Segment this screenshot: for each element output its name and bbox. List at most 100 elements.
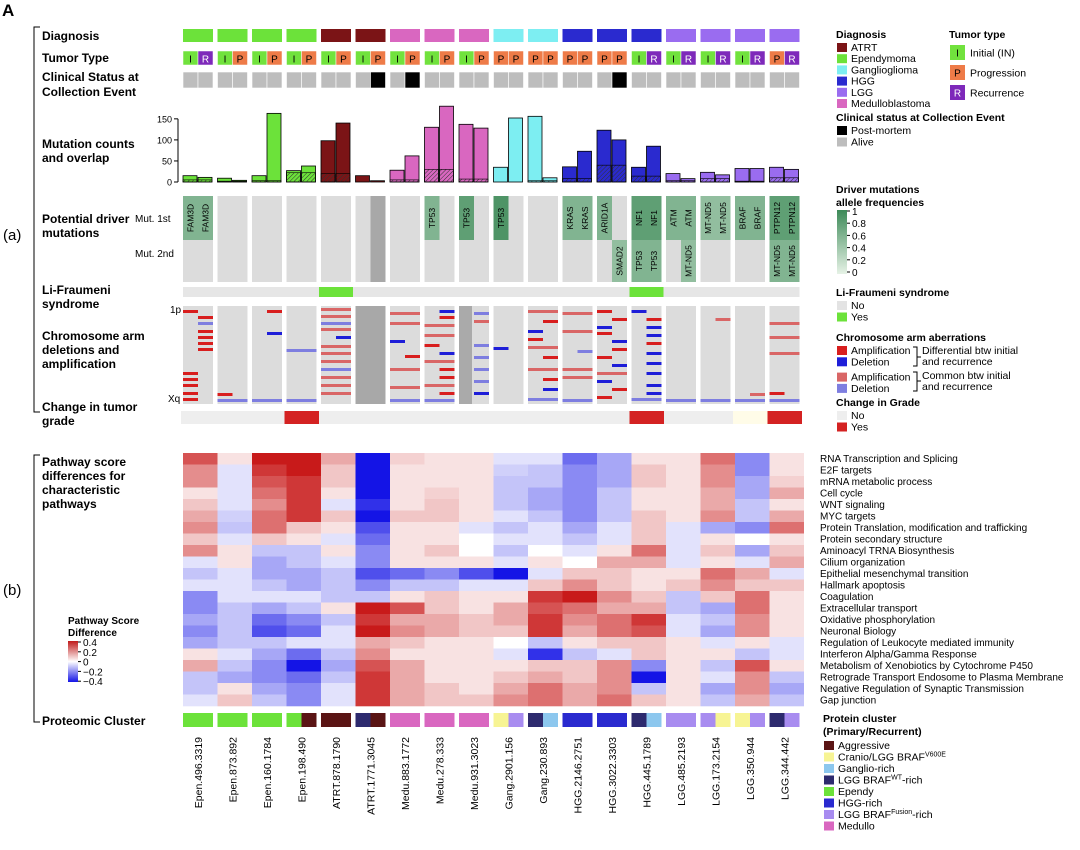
heatmap-cell <box>735 614 770 626</box>
heatmap-cell <box>390 556 425 569</box>
heatmap-cell <box>390 579 425 592</box>
heatmap-cell <box>769 453 804 465</box>
heatmap-cell <box>355 683 390 695</box>
heatmap-cell <box>769 625 804 638</box>
proteomic-cluster-cell <box>750 713 765 727</box>
legend-chrom-label: Amplification <box>851 345 911 357</box>
proteomic-cluster-cell <box>183 713 198 727</box>
tumor-type-letter: I <box>396 55 399 66</box>
heatmap-cell <box>321 487 356 500</box>
legend-tumor-label: Initial (IN) <box>970 48 1015 60</box>
heatmap-cell <box>286 487 321 500</box>
heatmap-cell <box>597 499 632 511</box>
heatmap-cell <box>424 637 459 649</box>
heatmap-cell <box>321 637 356 649</box>
heatmap-cell <box>183 625 218 638</box>
driver-track-bg <box>390 196 420 282</box>
heatmap-cell <box>562 533 597 546</box>
chrom-aberration-mark <box>631 398 662 401</box>
heatmap-cell <box>321 694 356 707</box>
chrom-aberration-mark <box>390 340 405 343</box>
heatmap-cell <box>183 453 218 465</box>
heatmap-cell <box>631 464 666 477</box>
heatmap-cell <box>217 683 252 695</box>
chrom-aberration-mark <box>321 360 351 363</box>
heatmap-cell <box>769 614 804 626</box>
heatmap-cell <box>286 476 321 488</box>
label-mut-2: and overlap <box>42 151 109 165</box>
heatmap-cell <box>597 568 632 580</box>
heatmap-cell <box>493 694 528 707</box>
driver-gene-1st: BRAF <box>738 207 748 230</box>
driver-gene-1st: ATM <box>669 209 679 226</box>
heatmap-cell <box>390 602 425 615</box>
label-chrom-2: deletions and <box>42 343 119 357</box>
chrom-track-shade <box>459 306 472 404</box>
legend-diagnosis-swatch <box>837 65 847 75</box>
heatmap-cell <box>666 533 701 546</box>
pathway-label: Neuronal Biology <box>820 627 896 638</box>
heatmap-cell <box>597 694 632 707</box>
heatmap-cell <box>286 602 321 615</box>
heatmap-cell <box>217 499 252 511</box>
chrom-track-bg <box>286 306 317 404</box>
mutation-overlap <box>680 180 696 183</box>
heatmap-cell <box>597 625 632 638</box>
pathway-label: Metabolism of Xenobiotics by Cytochrome … <box>820 661 1033 672</box>
tumor-type-cell <box>232 50 248 66</box>
tumor-type-letter: P <box>532 55 539 66</box>
tumor-type-letter: P <box>444 55 451 66</box>
chrom-aberration-mark <box>597 372 627 375</box>
heatmap-cell <box>735 579 770 592</box>
heatmap-cell <box>735 660 770 672</box>
mutation-overlap <box>473 178 489 183</box>
pathway-label: WNT signaling <box>820 500 885 511</box>
proteomic-cluster-cell <box>355 713 371 727</box>
heatmap-cell <box>735 556 770 569</box>
chrom-aberration-mark <box>183 372 198 375</box>
heatmap-cell <box>183 556 218 569</box>
sample-label: LGG.344.442 <box>780 737 792 800</box>
label-lifr-2: syndrome <box>42 297 100 311</box>
proteomic-cluster-cell <box>459 713 474 727</box>
heatmap-cell <box>700 464 735 477</box>
clinical-status-cell <box>473 71 490 89</box>
driver-mut-1st-cell <box>681 196 696 240</box>
driver-gene-2nd: MT-ND5 <box>787 245 797 277</box>
heatmap-cell <box>183 579 218 592</box>
grade-change-cell <box>595 411 630 424</box>
label-proteomic: Proteomic Cluster <box>42 714 146 728</box>
proteomic-cluster-cell <box>577 713 593 727</box>
heatmap-cell <box>459 556 494 569</box>
legend-driver-title-2: allele frequencies <box>836 197 924 209</box>
heatmap-cell <box>321 614 356 626</box>
heatmap-cell <box>252 522 287 534</box>
heatmap-cell <box>390 671 425 684</box>
proteomic-cluster-cell <box>474 713 489 727</box>
proteomic-cluster-cell <box>543 713 558 727</box>
legend-chrom-label: Deletion <box>851 356 890 368</box>
heatmap-cell <box>286 648 321 661</box>
heatmap-cell <box>424 602 459 615</box>
label-clinical-1: Clinical Status at <box>42 70 139 84</box>
chrom-aberration-mark <box>474 392 489 395</box>
heatmap-cell <box>390 464 425 477</box>
chrom-aberration-mark <box>528 330 543 333</box>
mutation-bar <box>493 166 508 183</box>
legend-lifr-swatch <box>837 301 847 310</box>
legend-chrom-brace-1 <box>913 346 921 367</box>
heatmap-cell <box>562 568 597 580</box>
heatmap-cell <box>183 648 218 661</box>
heatmap-cell <box>459 660 494 672</box>
heatmap-cell <box>217 579 252 592</box>
heatmap-cell <box>217 476 252 488</box>
heatmap-cell <box>769 694 804 707</box>
driver-gene-1st: NF1 <box>649 210 659 226</box>
driver-mut-1st-cell <box>198 196 213 240</box>
heatmap-cell <box>666 499 701 511</box>
heatmap-cell <box>528 568 563 580</box>
heatmap-cell <box>459 683 494 695</box>
legend-clinical-title: Clinical status at Collection Event <box>836 112 1005 124</box>
legend-diagnosis-swatch <box>837 87 847 97</box>
clinical-status-cell <box>335 71 352 89</box>
